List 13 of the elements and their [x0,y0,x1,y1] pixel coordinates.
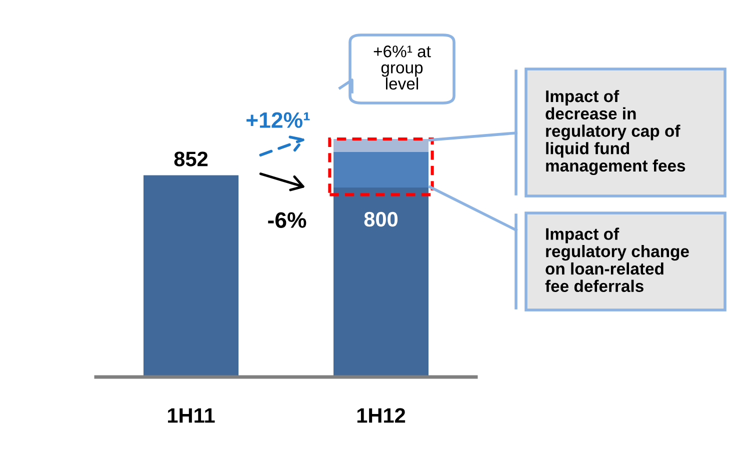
bar [334,139,428,152]
data-label: 852 [174,152,208,166]
bar [334,152,428,188]
text: +12%¹ [246,112,310,128]
x-tick-label: 1H11 [168,408,215,423]
x-tick-label: 1H12 [357,408,406,423]
text: +6%¹ at group level [374,46,431,90]
bar [334,188,428,377]
annotation: -6% [268,212,306,228]
data-label: 800 [364,212,398,227]
text: Impact of decrease in regulatory cap of liquid fund management fees [546,90,686,176]
bar [144,175,238,377]
text: Impact of regulatory change on loan-related fee deferrals [545,228,689,292]
